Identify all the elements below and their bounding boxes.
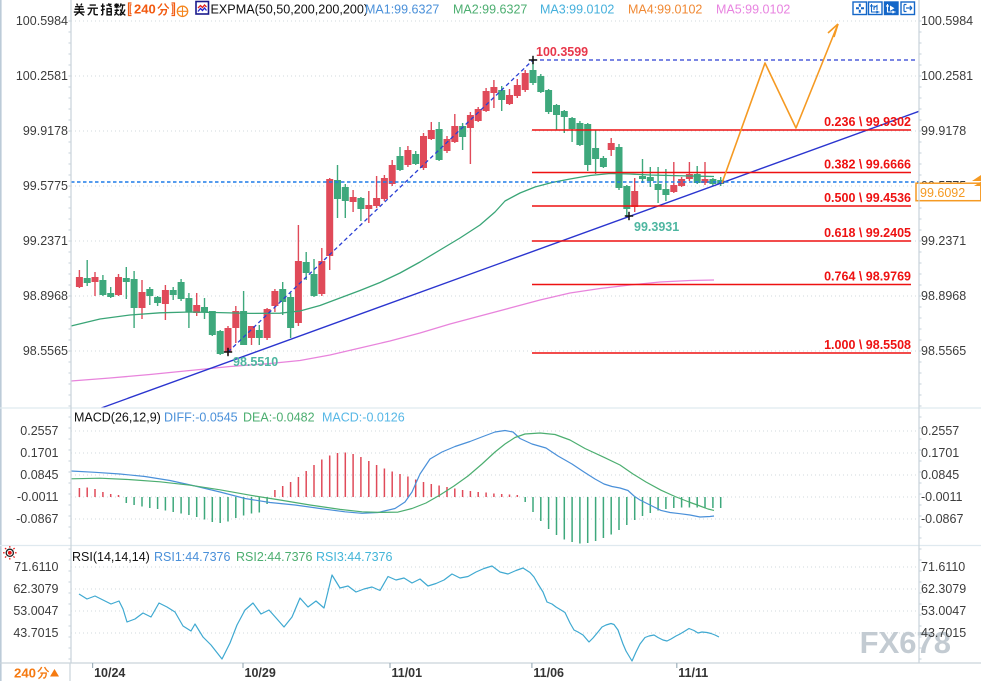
svg-text:-0.0011: -0.0011 — [921, 490, 963, 504]
svg-text:100.5984: 100.5984 — [16, 14, 68, 28]
svg-text:0.1701: 0.1701 — [20, 446, 58, 460]
svg-text:MA5:99.0102: MA5:99.0102 — [716, 3, 790, 17]
svg-text:0.2557: 0.2557 — [921, 424, 959, 438]
svg-text:MACD(26,12,9): MACD(26,12,9) — [74, 411, 161, 425]
svg-text:0.0845: 0.0845 — [20, 468, 58, 482]
svg-text:10/24: 10/24 — [94, 666, 125, 680]
svg-text:0.382 \ 99.6666: 0.382 \ 99.6666 — [824, 158, 911, 172]
svg-text:1.000 \ 98.5508: 1.000 \ 98.5508 — [824, 338, 911, 352]
svg-text:71.6110: 71.6110 — [14, 560, 58, 574]
svg-text:0.618 \ 99.2405: 0.618 \ 99.2405 — [824, 226, 911, 240]
svg-text:98.5565: 98.5565 — [23, 344, 68, 358]
svg-text:98.5510: 98.5510 — [233, 355, 278, 369]
svg-text:98.5565: 98.5565 — [921, 344, 966, 358]
svg-text:100.3599: 100.3599 — [536, 45, 588, 59]
svg-text:MA3:99.0102: MA3:99.0102 — [540, 3, 614, 17]
svg-text:0.2557: 0.2557 — [20, 424, 58, 438]
svg-text:0.0845: 0.0845 — [921, 468, 959, 482]
svg-text:43.7015: 43.7015 — [921, 626, 966, 640]
svg-text:99.2371: 99.2371 — [921, 234, 966, 248]
svg-text:RSI(14,14,14): RSI(14,14,14) — [72, 550, 150, 564]
svg-text:RSI3:44.7376: RSI3:44.7376 — [316, 550, 392, 564]
svg-text:0.236 \ 99.9302: 0.236 \ 99.9302 — [824, 115, 911, 129]
svg-text:FX678: FX678 — [860, 625, 951, 660]
svg-text:0.764 \ 98.9769: 0.764 \ 98.9769 — [824, 270, 911, 284]
svg-text:MACD:-0.0126: MACD:-0.0126 — [322, 411, 405, 425]
svg-text:62.3079: 62.3079 — [13, 582, 58, 596]
svg-text:43.7015: 43.7015 — [13, 626, 58, 640]
svg-text:99.2371: 99.2371 — [23, 234, 68, 248]
svg-text:-0.0867: -0.0867 — [921, 512, 963, 526]
svg-text:98.8968: 98.8968 — [921, 289, 966, 303]
svg-text:11/06: 11/06 — [533, 666, 564, 680]
svg-text:-0.0867: -0.0867 — [16, 512, 58, 526]
svg-text:99.5775: 99.5775 — [23, 179, 68, 193]
svg-text:240: 240 — [134, 2, 156, 17]
svg-text:99.3931: 99.3931 — [634, 220, 679, 234]
svg-text:-0.0011: -0.0011 — [17, 490, 59, 504]
svg-text:100.2581: 100.2581 — [921, 69, 973, 83]
svg-text:62.3079: 62.3079 — [921, 582, 966, 596]
svg-text:DEA:-0.0482: DEA:-0.0482 — [243, 411, 315, 425]
svg-text:99.9178: 99.9178 — [921, 124, 966, 138]
svg-text:MA2:99.6327: MA2:99.6327 — [453, 3, 527, 17]
svg-text:0.1701: 0.1701 — [921, 446, 959, 460]
svg-text:RSI1:44.7376: RSI1:44.7376 — [154, 550, 230, 564]
svg-text:DIFF:-0.0545: DIFF:-0.0545 — [164, 411, 238, 425]
svg-text:MA4:99.0102: MA4:99.0102 — [628, 3, 702, 17]
svg-text:53.0047: 53.0047 — [13, 604, 58, 618]
svg-text:100.5984: 100.5984 — [921, 14, 973, 28]
svg-text:53.0047: 53.0047 — [921, 604, 966, 618]
svg-text:MA1:99.6327: MA1:99.6327 — [365, 3, 439, 17]
svg-text:71.6110: 71.6110 — [921, 560, 965, 574]
svg-text:0.500 \ 99.4536: 0.500 \ 99.4536 — [824, 191, 911, 205]
svg-text:11/11: 11/11 — [678, 666, 708, 680]
svg-text:240: 240 — [14, 666, 36, 681]
svg-text:98.8968: 98.8968 — [23, 289, 68, 303]
svg-text:10/29: 10/29 — [245, 666, 276, 680]
svg-text:RSI2:44.7376: RSI2:44.7376 — [236, 550, 312, 564]
svg-text:99.6092: 99.6092 — [920, 186, 965, 200]
svg-text:EXPMA(50,50,200,200,200): EXPMA(50,50,200,200,200) — [211, 3, 369, 17]
svg-text:11/01: 11/01 — [392, 666, 423, 680]
svg-text:100.2581: 100.2581 — [16, 69, 68, 83]
svg-text:99.9178: 99.9178 — [23, 124, 68, 138]
